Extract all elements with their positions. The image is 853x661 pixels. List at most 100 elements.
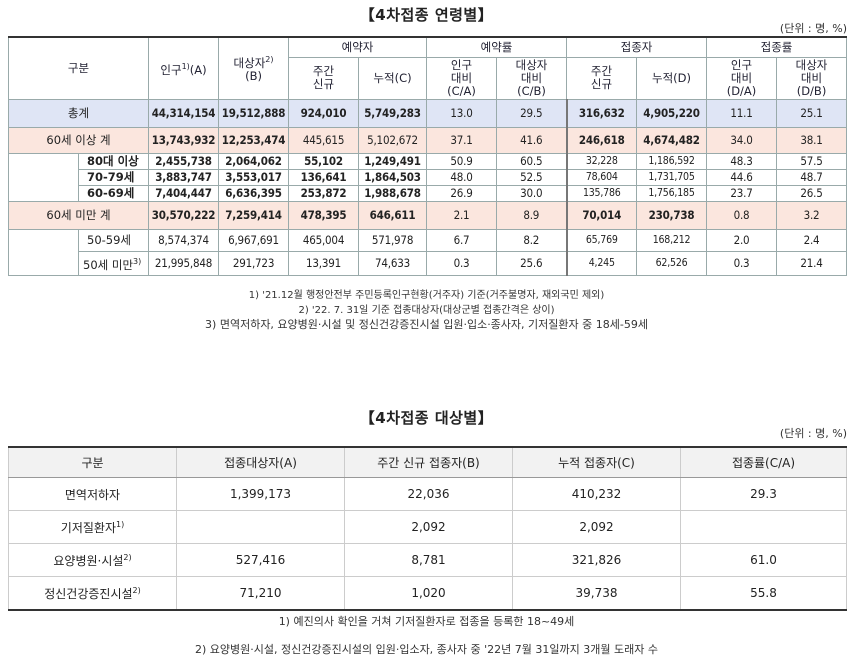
row-label: 60세 이상 계 xyxy=(7,126,150,154)
row-label: 70-79세 xyxy=(77,168,150,186)
cell-res-cumulative: 571,978 xyxy=(358,228,428,252)
row-label: 60-69세 xyxy=(77,184,150,202)
table-row-under60: 60세 미만 계 30,570,222 7,259,414 478,395 646,6… xyxy=(7,200,848,230)
cell-res-cumulative: 1,249,491 xyxy=(358,152,428,170)
cell-vac-rate-pop: 0.8 xyxy=(706,200,778,230)
cell-rate: 29.3 xyxy=(680,477,847,511)
cell-res-cumulative: 646,611 xyxy=(358,200,428,230)
cell-vac-cumulative: 62,526 xyxy=(636,250,708,276)
cell-res-weekly: 13,391 xyxy=(288,250,360,276)
cell-target xyxy=(176,510,345,544)
cell-target: 6,967,691 xyxy=(218,228,290,252)
cell-vac-cumulative: 1,731,705 xyxy=(636,168,708,186)
header-vaccinated: 접종자 xyxy=(566,36,708,58)
cell-res-cumulative: 1,988,678 xyxy=(358,184,428,202)
cell-vac-rate-pop: 2.0 xyxy=(706,228,778,252)
cell-res-weekly: 136,641 xyxy=(288,168,360,186)
cell-res-rate-target: 8.2 xyxy=(496,228,568,252)
cell-vac-cumulative: 4,905,220 xyxy=(636,98,708,128)
header-cumulative-d: 누적(D) xyxy=(636,56,708,100)
table-row: 면역저하자 1,399,173 22,036 410,232 29.3 xyxy=(8,477,847,511)
cell-vac-rate-target: 3.2 xyxy=(776,200,848,230)
cell-res-rate-pop: 0.3 xyxy=(426,250,498,276)
cell-vac-weekly: 4,245 xyxy=(565,250,638,276)
cell-res-rate-target: 41.6 xyxy=(496,126,568,154)
cell-vac-weekly: 70,014 xyxy=(565,200,638,230)
table-row: 기저질환자1) 2,092 2,092 xyxy=(8,510,847,544)
cell-target: 12,253,474 xyxy=(218,126,290,154)
cell-cumulative: 321,826 xyxy=(512,543,681,577)
header-target: 대상자2) (B) xyxy=(218,36,290,100)
cell-vac-rate-pop: 48.3 xyxy=(706,152,778,170)
cell-vac-weekly: 246,618 xyxy=(565,126,638,154)
cell-res-weekly: 445,615 xyxy=(288,126,360,154)
cell-res-weekly: 55,102 xyxy=(288,152,360,170)
header-vs-pop-d: 인구 대비 (D/A) xyxy=(706,56,778,100)
cell-vac-rate-target: 26.5 xyxy=(776,184,848,202)
cell-vac-cumulative: 1,186,592 xyxy=(636,152,708,170)
section2-title: 【4차접종 대상별】 xyxy=(359,409,494,427)
section1-title: 【4차접종 연령별】 xyxy=(359,6,494,24)
row-label: 총계 xyxy=(7,98,150,128)
cell-res-cumulative: 1,864,503 xyxy=(358,168,428,186)
cell-res-weekly: 478,395 xyxy=(288,200,360,230)
cell-res-rate-pop: 37.1 xyxy=(426,126,498,154)
cell-vac-rate-pop: 34.0 xyxy=(706,126,778,154)
cell-vac-rate-pop: 0.3 xyxy=(706,250,778,276)
cell-target: 291,723 xyxy=(218,250,290,276)
header-weekly-new: 주간 신규 xyxy=(288,56,360,100)
table-row-total: 총계 44,314,154 19,512,888 924,010 5,749,283 1… xyxy=(7,98,848,128)
cell-res-rate-pop: 2.1 xyxy=(426,200,498,230)
cell-vac-cumulative: 168,212 xyxy=(636,228,708,252)
cell-target: 527,416 xyxy=(176,543,345,577)
cell-vac-rate-target: 57.5 xyxy=(776,152,848,170)
section2-unit: (단위 : 명, %) xyxy=(779,427,847,440)
cell-res-rate-pop: 6.7 xyxy=(426,228,498,252)
table-row-over60: 60세 이상 계 13,743,932 12,253,474 445,615 5,10… xyxy=(7,126,848,154)
cell-vac-weekly: 316,632 xyxy=(565,98,638,128)
cell-vac-cumulative: 4,674,482 xyxy=(636,126,708,154)
cell-weekly: 2,092 xyxy=(344,510,513,544)
cell-target: 1,399,173 xyxy=(176,477,345,511)
row-label: 60세 미만 계 xyxy=(7,200,150,230)
header-group: 구분 xyxy=(8,446,177,478)
cell-vac-cumulative: 1,756,185 xyxy=(636,184,708,202)
footnote-5: 2) 요양병원·시설, 정신건강증진시설의 입원·입소자, 종사자 중 '22년… xyxy=(195,643,658,656)
cell-cumulative: 410,232 xyxy=(512,477,681,511)
row-label: 정신건강증진시설2) xyxy=(8,576,177,611)
cell-population: 13,743,932 xyxy=(148,126,220,154)
cell-rate: 55.8 xyxy=(680,576,847,611)
row-label: 50-59세 xyxy=(77,228,150,252)
cell-res-rate-target: 30.0 xyxy=(496,184,568,202)
cell-res-rate-pop: 13.0 xyxy=(426,98,498,128)
table-row-age60: 60-69세 7,404,447 6,636,395 253,872 1,988,67… xyxy=(9,184,848,202)
cell-res-cumulative: 74,633 xyxy=(358,250,428,276)
header-cumulative-c: 누적(C) xyxy=(358,56,428,100)
cell-res-weekly: 924,010 xyxy=(288,98,360,128)
cell-population: 3,883,747 xyxy=(148,168,220,186)
cell-vac-weekly: 65,769 xyxy=(565,228,638,252)
header-reservations: 예약자 xyxy=(288,36,428,58)
cell-weekly: 8,781 xyxy=(344,543,513,577)
header-reservation-rate: 예약률 xyxy=(426,36,568,58)
cell-target: 7,259,414 xyxy=(218,200,290,230)
cell-vac-weekly: 78,604 xyxy=(565,168,638,186)
footnote-3: 3) 면역저하자, 요양병원·시설 및 정신건강증진시설 입원·입소·종사자, … xyxy=(205,318,648,331)
cell-population: 2,455,738 xyxy=(148,152,220,170)
table-row-age70: 70-79세 3,883,747 3,553,017 136,641 1,864,50… xyxy=(9,168,848,186)
cell-population: 44,314,154 xyxy=(148,98,220,128)
footnote-4: 1) 예진의사 확인을 거쳐 기저질환자로 접종을 등록한 18~49세 xyxy=(278,615,575,628)
table-row: 요양병원·시설2) 527,416 8,781 321,826 61.0 xyxy=(8,543,847,577)
cell-vac-rate-target: 48.7 xyxy=(776,168,848,186)
cell-population: 8,574,374 xyxy=(148,228,220,252)
cell-res-rate-target: 52.5 xyxy=(496,168,568,186)
cell-res-rate-target: 29.5 xyxy=(496,98,568,128)
cell-res-rate-target: 60.5 xyxy=(496,152,568,170)
cell-target: 6,636,395 xyxy=(218,184,290,202)
cell-res-rate-pop: 26.9 xyxy=(426,184,498,202)
cell-rate xyxy=(680,510,847,544)
table-row-age80: 80대 이상 2,455,738 2,064,062 55,102 1,249,491… xyxy=(8,152,848,202)
cell-weekly: 1,020 xyxy=(344,576,513,611)
cell-rate: 61.0 xyxy=(680,543,847,577)
cell-vac-rate-pop: 23.7 xyxy=(706,184,778,202)
